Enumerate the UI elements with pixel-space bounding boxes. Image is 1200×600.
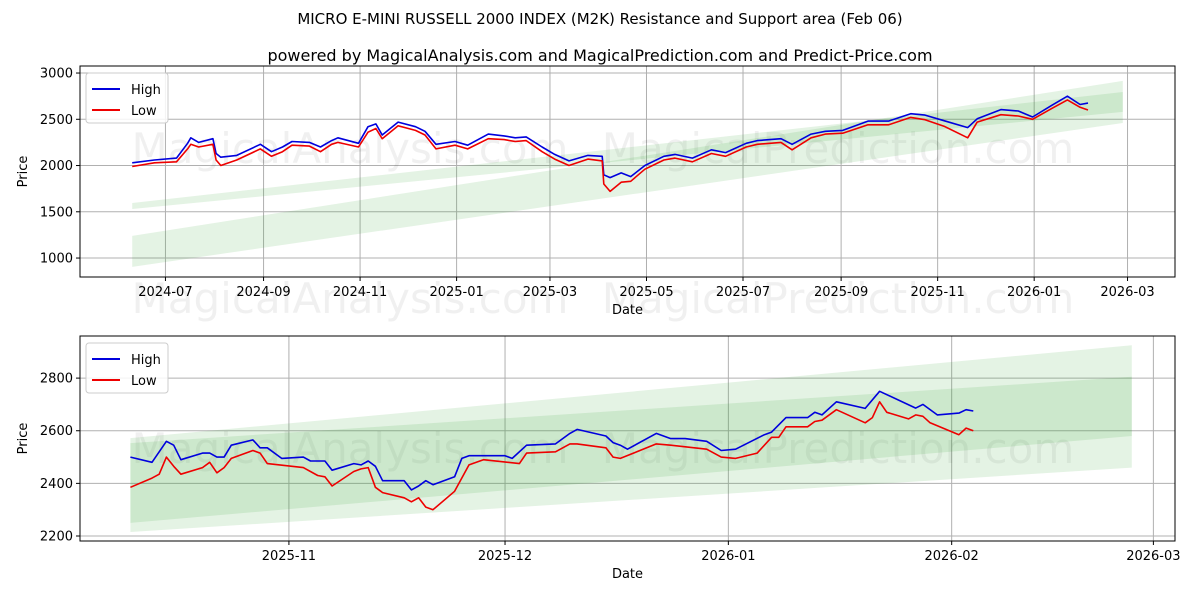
x-tick-label: 2025-09 bbox=[814, 285, 868, 300]
legend-label-high: High bbox=[131, 353, 161, 368]
legend-label-low: Low bbox=[131, 104, 157, 119]
y-tick-label: 2400 bbox=[40, 477, 73, 492]
support-resistance-band-1 bbox=[130, 376, 1132, 523]
watermark-text: MagicalPrediction.com bbox=[602, 124, 1075, 173]
plot-area bbox=[130, 345, 1132, 533]
y-tick-label: 2800 bbox=[40, 372, 73, 387]
plot-area bbox=[132, 80, 1123, 267]
x-tick-label: 2025-07 bbox=[716, 285, 770, 300]
y-tick-label: 2200 bbox=[40, 530, 73, 545]
y-tick-label: 1500 bbox=[40, 205, 73, 220]
y-axis-label: Price bbox=[16, 156, 31, 188]
x-tick-label: 2026-02 bbox=[925, 549, 979, 564]
chart-title: MICRO E-MINI RUSSELL 2000 INDEX (M2K) Re… bbox=[297, 10, 903, 28]
x-tick-label: 2025-11 bbox=[910, 285, 964, 300]
x-tick-label: 2026-01 bbox=[701, 549, 755, 564]
watermark-text: MagicalPrediction.com bbox=[602, 274, 1075, 323]
support-resistance-band-2 bbox=[132, 80, 1123, 267]
y-tick-label: 1000 bbox=[40, 252, 73, 267]
x-tick-label: 2025-12 bbox=[478, 549, 532, 564]
series-line-high bbox=[132, 95, 1089, 179]
watermark-text: MagicalPrediction.com bbox=[602, 424, 1075, 473]
series-line-low bbox=[130, 401, 974, 511]
x-tick-label: 2024-09 bbox=[236, 285, 290, 300]
chart-panel-1: 1000 1500 2000 2500 3000 2024-07 2024-09 2024-1… bbox=[16, 65, 1176, 323]
y-tick-label: 2600 bbox=[40, 424, 73, 439]
support-resistance-band-2 bbox=[130, 345, 1132, 533]
x-tick-label: 2025-11 bbox=[262, 549, 316, 564]
y-tick-label: 2500 bbox=[40, 113, 73, 128]
x-tick-label: 2026-03 bbox=[1126, 549, 1180, 564]
y-tick-label: 2000 bbox=[40, 159, 73, 174]
watermark-text: MagicalAnalysis.com bbox=[132, 274, 569, 323]
x-tick-label: 2025-01 bbox=[429, 285, 483, 300]
legend: High Low bbox=[85, 342, 169, 394]
x-tick-label: 2024-11 bbox=[333, 285, 387, 300]
x-tick-label: 2026-03 bbox=[1100, 285, 1154, 300]
x-axis-label: Date bbox=[612, 567, 643, 582]
series-line-low bbox=[132, 99, 1089, 193]
y-tick-label: 3000 bbox=[40, 67, 73, 82]
x-tick-label: 2025-05 bbox=[619, 285, 673, 300]
legend: High Low bbox=[85, 72, 169, 124]
series-line-high bbox=[130, 390, 974, 491]
legend-label-low: Low bbox=[131, 374, 157, 389]
chart-subtitle: powered by MagicalAnalysis.com and Magic… bbox=[267, 46, 933, 65]
x-tick-label: 2025-03 bbox=[523, 285, 577, 300]
chart-panel-2: 2200 2400 2600 2800 2025-11 2025-12 2026-01 202… bbox=[16, 335, 1181, 582]
x-axis-label: Date bbox=[612, 303, 643, 318]
axes-frame bbox=[79, 335, 1176, 542]
legend-label-high: High bbox=[131, 83, 161, 98]
x-tick-label: 2026-01 bbox=[1007, 285, 1061, 300]
watermark-text: MagicalAnalysis.com bbox=[132, 124, 569, 173]
axes-frame bbox=[79, 65, 1176, 278]
y-axis-label: Price bbox=[16, 423, 31, 455]
x-tick-label: 2024-07 bbox=[138, 285, 192, 300]
